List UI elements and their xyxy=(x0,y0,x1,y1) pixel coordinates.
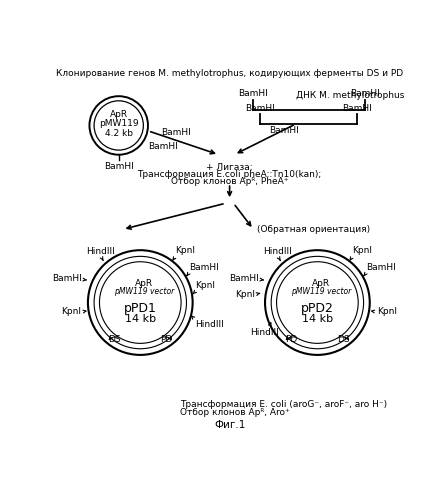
Text: Трансформация E.coli pheA::Tn10(kan);: Трансформация E.coli pheA::Tn10(kan); xyxy=(138,170,322,179)
Text: 14 kb: 14 kb xyxy=(125,314,156,324)
Text: HindIII: HindIII xyxy=(86,248,115,256)
Text: PD: PD xyxy=(285,335,297,344)
Text: PD: PD xyxy=(160,335,172,344)
Text: HindIII: HindIII xyxy=(195,320,224,329)
Text: 14 kb: 14 kb xyxy=(302,314,333,324)
Text: ApR: ApR xyxy=(110,110,128,119)
Text: BamHI: BamHI xyxy=(104,162,134,170)
Text: KpnI: KpnI xyxy=(195,282,215,290)
Text: BamHI: BamHI xyxy=(245,104,275,113)
Text: DS: DS xyxy=(337,335,349,344)
Text: KpnI: KpnI xyxy=(235,290,255,299)
Text: KpnI: KpnI xyxy=(61,307,81,316)
Text: BamHI: BamHI xyxy=(189,263,219,272)
Text: Фиг.1: Фиг.1 xyxy=(214,420,246,430)
Text: Клонирование генов M. methylotrophus, кодирующих ферменты DS и PD: Клонирование генов M. methylotrophus, ко… xyxy=(56,69,403,78)
Text: BamHI: BamHI xyxy=(52,274,82,283)
Text: BamHI: BamHI xyxy=(350,90,380,98)
Text: Отбор клонов Apᴿ, Aro⁺: Отбор клонов Apᴿ, Aro⁺ xyxy=(181,408,290,417)
Text: ApR: ApR xyxy=(135,279,153,288)
Text: KpnI: KpnI xyxy=(176,246,195,254)
Text: BamHI: BamHI xyxy=(162,128,191,137)
Text: BamHI: BamHI xyxy=(366,263,396,272)
Text: Отбор клонов Apᴿ, PheA⁺: Отбор клонов Apᴿ, PheA⁺ xyxy=(171,177,289,186)
Text: HindIII: HindIII xyxy=(263,248,292,256)
Text: pMW119 vector: pMW119 vector xyxy=(291,288,351,296)
Text: HindIII: HindIII xyxy=(250,328,279,337)
Text: DS: DS xyxy=(108,335,121,344)
Text: (Обратная ориентация): (Обратная ориентация) xyxy=(257,225,370,234)
Text: BamHI: BamHI xyxy=(229,274,259,283)
Text: BamHI: BamHI xyxy=(343,104,372,113)
Text: ДНК M. methylotrophus: ДНК M. methylotrophus xyxy=(296,91,404,100)
Text: BamHI: BamHI xyxy=(269,126,299,136)
Text: pPD2: pPD2 xyxy=(301,302,334,315)
Text: 4.2 kb: 4.2 kb xyxy=(105,128,133,138)
Text: BamHI: BamHI xyxy=(239,90,268,98)
Text: BamHI: BamHI xyxy=(148,142,178,150)
Text: + Лигаза;: + Лигаза; xyxy=(206,163,253,172)
Text: KpnI: KpnI xyxy=(377,307,396,316)
Text: KpnI: KpnI xyxy=(353,246,373,254)
Text: ApR: ApR xyxy=(312,279,330,288)
Text: pMW119 vector: pMW119 vector xyxy=(114,288,174,296)
Text: pPD1: pPD1 xyxy=(124,302,157,315)
Text: pMW119: pMW119 xyxy=(99,120,138,128)
Text: Трансформация E. coli (aroG⁻, aroF⁻, aro H⁻): Трансформация E. coli (aroG⁻, aroF⁻, aro… xyxy=(181,400,388,409)
